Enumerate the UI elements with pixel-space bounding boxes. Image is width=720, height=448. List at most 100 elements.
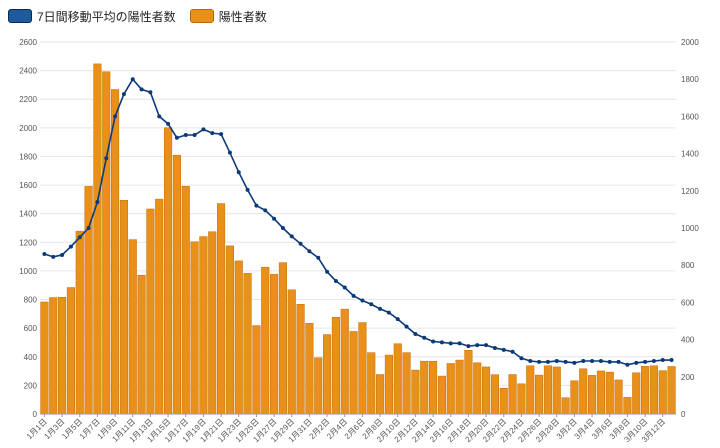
moving-average-point: [598, 358, 603, 363]
moving-average-point: [245, 187, 250, 192]
moving-average-point: [42, 252, 47, 257]
y-left-tick-label: 1600: [19, 181, 37, 190]
bar: [66, 287, 75, 415]
moving-average-point: [643, 359, 648, 364]
bar: [217, 203, 226, 415]
y-right-tick-label: 1800: [681, 75, 699, 84]
moving-average-point: [360, 298, 365, 303]
y-right-tick-label: 600: [681, 298, 695, 307]
bar: [58, 296, 67, 415]
y-right-tick-label: 800: [681, 261, 695, 270]
bar: [128, 239, 137, 415]
moving-average-point: [104, 156, 109, 161]
moving-average-point: [166, 121, 171, 126]
bar: [243, 273, 252, 415]
bar: [252, 325, 261, 415]
moving-average-point: [634, 360, 639, 365]
bar: [234, 260, 243, 415]
y-left-tick-label: 1200: [19, 238, 37, 247]
moving-average-point: [439, 340, 444, 345]
bar: [376, 374, 385, 415]
moving-average-point: [227, 150, 232, 155]
moving-average-point: [77, 235, 82, 240]
y-right-tick-label: 1600: [681, 112, 699, 121]
bar: [596, 370, 605, 415]
bar: [473, 362, 482, 415]
bar: [119, 199, 128, 415]
bar: [305, 323, 314, 415]
moving-average-point: [581, 358, 586, 363]
moving-average-point: [572, 360, 577, 365]
bar: [561, 397, 570, 415]
bar: [429, 360, 438, 415]
bar: [40, 301, 49, 415]
legend-swatch-positive-cases: [189, 9, 214, 23]
legend-item-moving-average[interactable]: 7日間移動平均の陽性者数: [8, 8, 176, 25]
moving-average-point: [413, 332, 418, 337]
bar: [146, 208, 155, 415]
legend-label-moving-average: 7日間移動平均の陽性者数: [37, 9, 176, 24]
y-left-tick-label: 600: [24, 324, 38, 333]
moving-average-point: [307, 249, 312, 254]
moving-average-point: [395, 317, 400, 322]
moving-average-point: [68, 244, 73, 249]
bar: [278, 262, 287, 415]
moving-average-point: [130, 77, 135, 82]
moving-average-point: [492, 345, 497, 350]
bar: [181, 185, 190, 415]
moving-average-point: [342, 285, 347, 290]
bar: [208, 231, 217, 415]
bar: [649, 365, 658, 415]
moving-average-point: [289, 234, 294, 239]
moving-average-point: [501, 347, 506, 352]
moving-average-point: [121, 92, 126, 97]
y-right-tick-label: 200: [681, 373, 695, 382]
bar: [437, 375, 446, 415]
y-left-tick-label: 800: [24, 296, 38, 305]
y-right-tick-label: 1400: [681, 150, 699, 159]
bar: [402, 352, 411, 415]
moving-average-point: [448, 341, 453, 346]
moving-average-point: [210, 131, 215, 136]
moving-average-point: [272, 216, 277, 221]
bar: [543, 365, 552, 415]
bar: [464, 350, 473, 415]
bar: [75, 230, 84, 415]
bar: [632, 372, 641, 415]
legend-swatch-moving-average: [8, 9, 32, 23]
bar: [384, 354, 393, 415]
y-left-tick-label: 1400: [19, 210, 37, 219]
moving-average-point: [174, 135, 179, 140]
bar: [323, 334, 332, 415]
bar: [490, 374, 499, 415]
moving-average-point: [280, 226, 285, 230]
moving-average-point: [369, 302, 374, 307]
bar: [614, 379, 623, 415]
moving-average-point: [351, 293, 356, 298]
bar: [517, 383, 526, 415]
moving-average-point: [669, 358, 674, 363]
bar: [411, 369, 420, 415]
bar: [658, 370, 667, 415]
legend-label-positive-cases: 陽性者数: [218, 9, 267, 24]
moving-average-point: [545, 359, 550, 364]
moving-average-point: [537, 359, 542, 364]
bar: [420, 360, 429, 415]
moving-average-point: [651, 358, 656, 363]
bar: [605, 371, 614, 415]
bar: [667, 366, 676, 415]
moving-average-point: [157, 114, 162, 119]
moving-average-point: [219, 132, 224, 137]
legend-item-positive-cases[interactable]: 陽性者数: [189, 8, 267, 25]
y-left-tick-label: 400: [24, 353, 38, 362]
moving-average-point: [86, 226, 91, 230]
bar: [225, 245, 234, 415]
bar: [164, 127, 173, 415]
moving-average-point: [607, 359, 612, 364]
y-left-tick-label: 200: [24, 381, 38, 390]
moving-average-point: [431, 339, 436, 344]
bar: [499, 387, 508, 415]
bar: [393, 343, 402, 415]
moving-average-point: [236, 170, 241, 175]
